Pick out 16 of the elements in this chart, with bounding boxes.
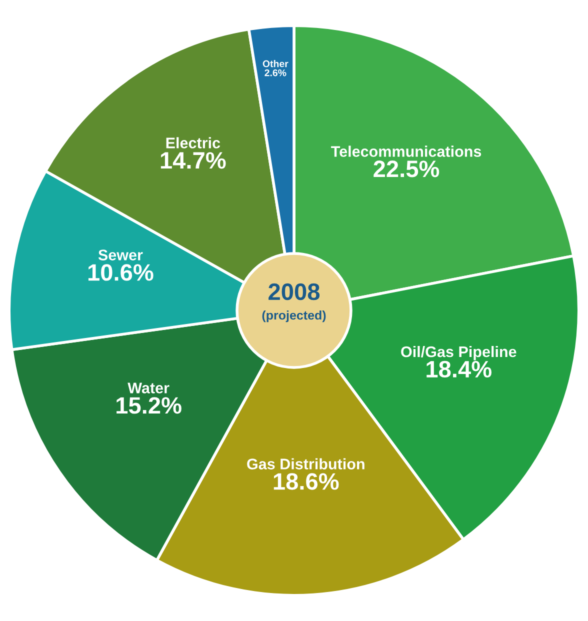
data-label: 14.7% (160, 152, 226, 169)
text: (projected) (262, 310, 326, 322)
slice-label: Oil/Gas Pipeline (401, 346, 516, 360)
slice-label: Sewer (98, 250, 143, 260)
data-label: 2.6% (264, 69, 286, 76)
slice-label: Water (128, 382, 170, 394)
slice-label: Electric (166, 137, 220, 148)
text: 2008 (268, 283, 320, 300)
slice-label: Gas Distribution (247, 458, 364, 470)
data-label: 22.5% (374, 160, 440, 178)
data-label: 15.2% (116, 397, 182, 414)
data-label: 18.6% (274, 473, 339, 490)
slice-label: Telecommunications (331, 146, 482, 157)
data-label: 10.6% (88, 264, 154, 281)
data-label: 18.4% (426, 360, 492, 378)
slice-label: Other (262, 60, 288, 68)
